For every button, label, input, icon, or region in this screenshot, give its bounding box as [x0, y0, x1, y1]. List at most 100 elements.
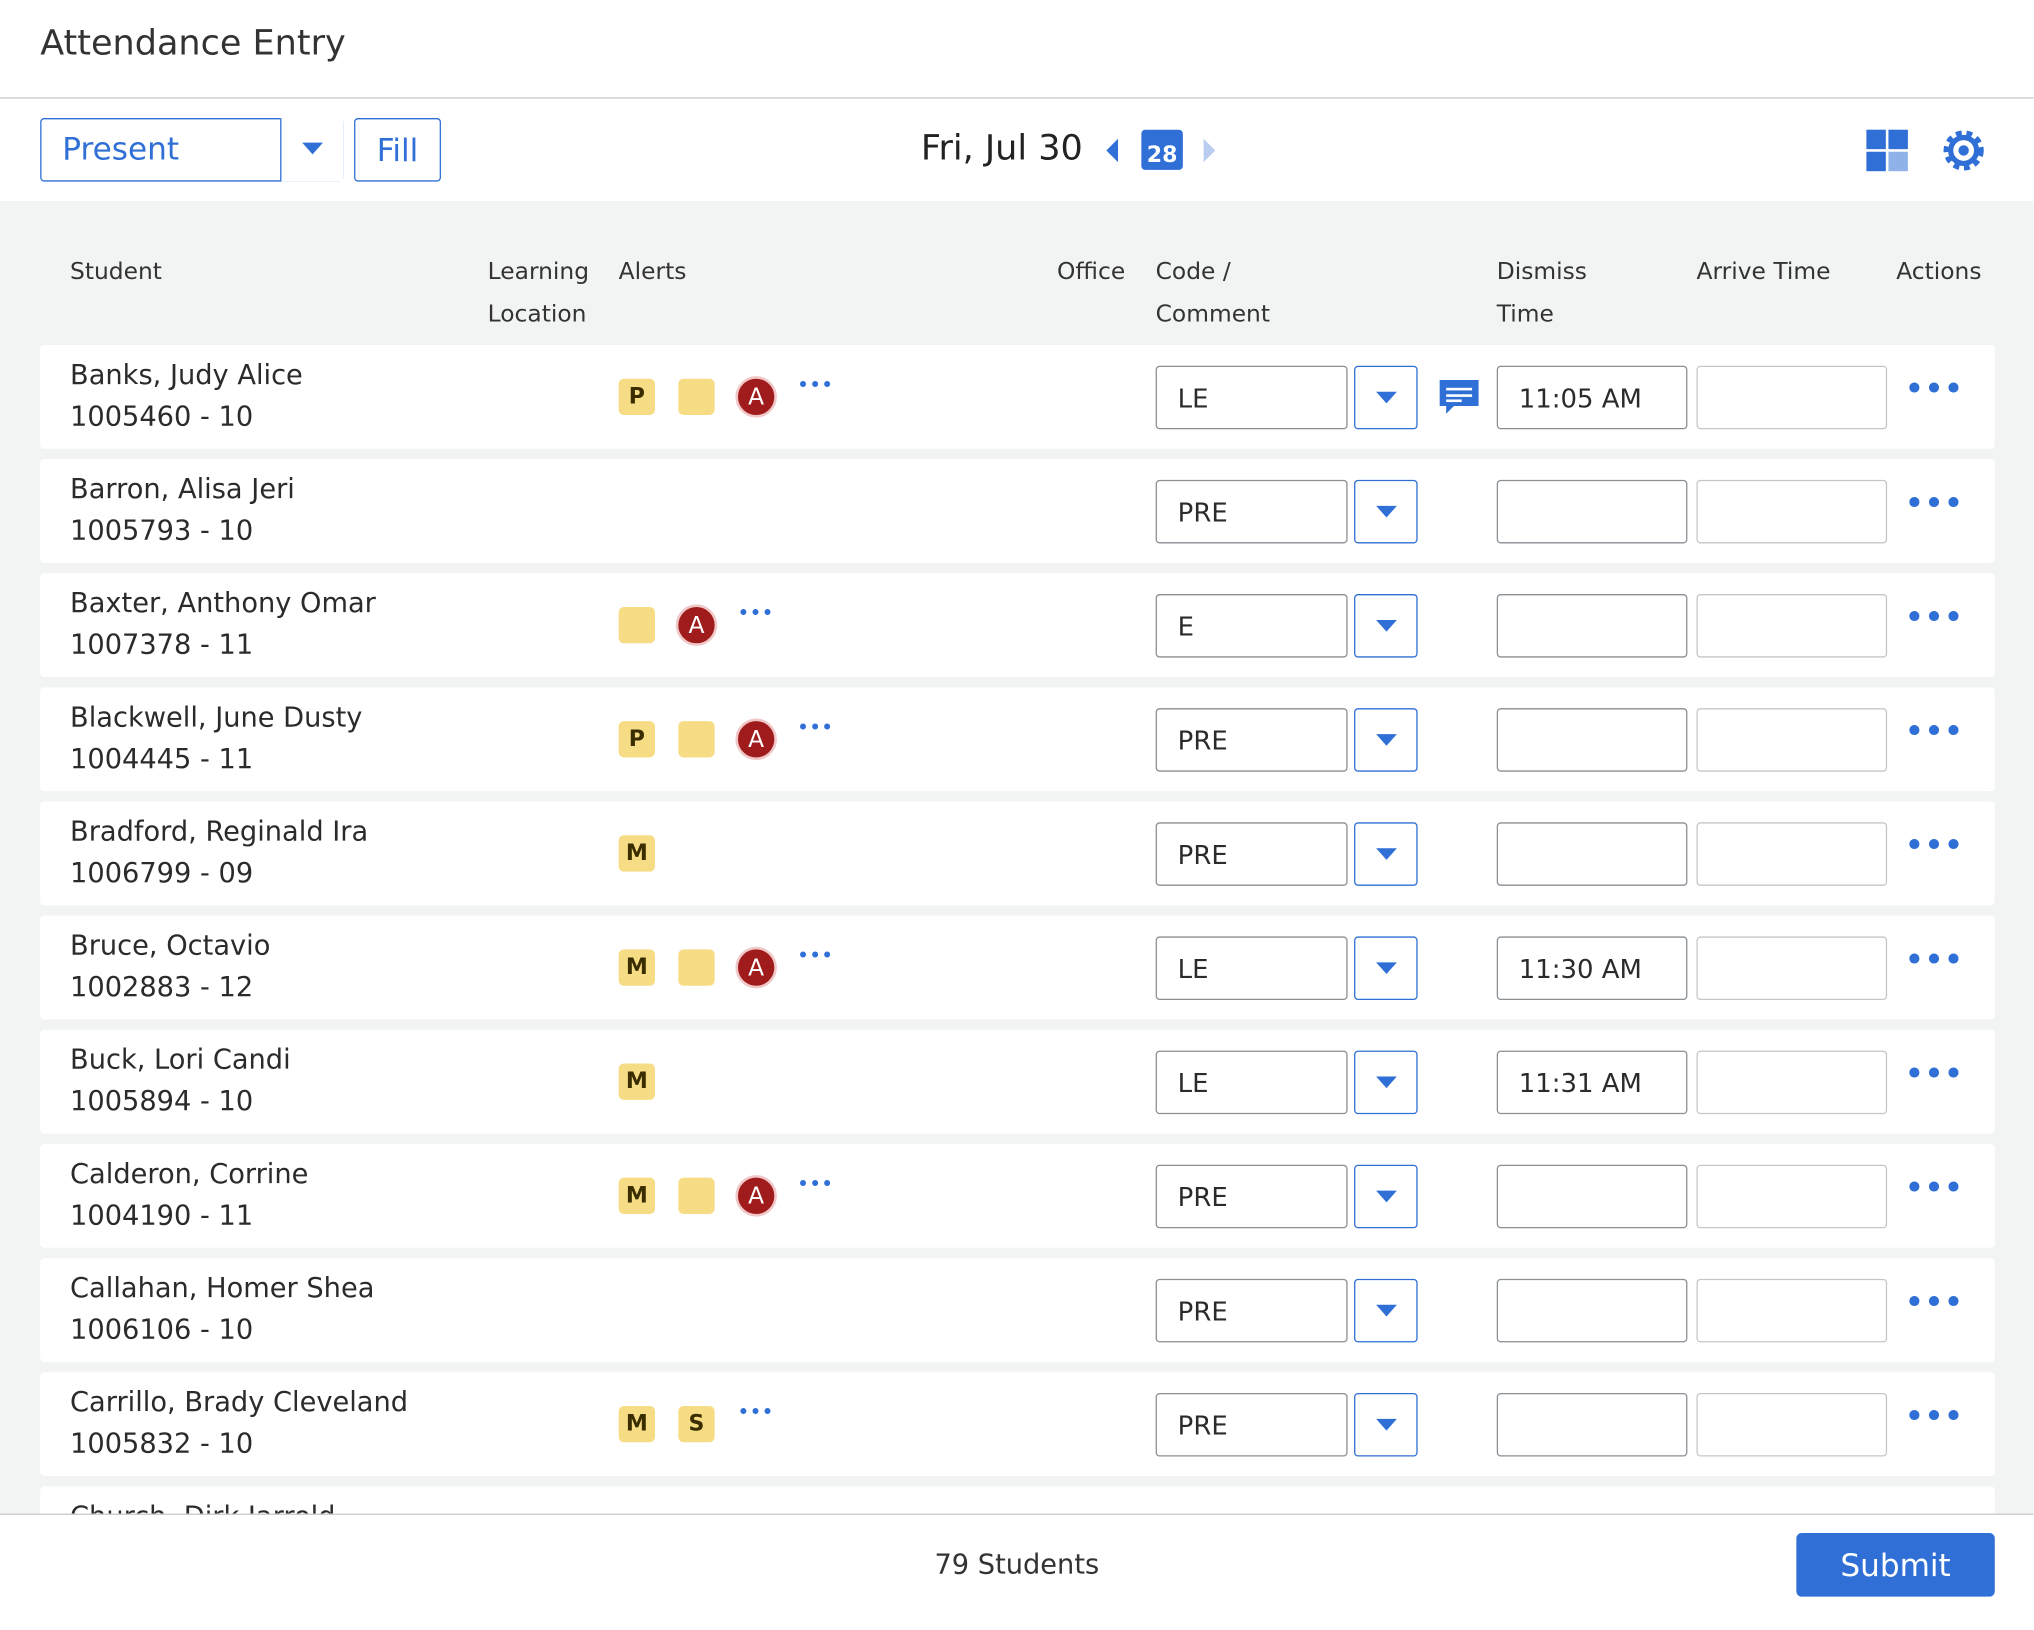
alert-icon[interactable]: A: [735, 1175, 777, 1217]
note-badge[interactable]: [618, 606, 655, 644]
layout-button[interactable]: [1865, 128, 1909, 172]
code-input[interactable]: PRE: [1155, 1278, 1348, 1343]
dismiss-time[interactable]: [1496, 1164, 1688, 1229]
student-count: 79 Students: [934, 1548, 1100, 1580]
arrive-time[interactable]: [1696, 479, 1888, 544]
dismiss-time[interactable]: [1496, 708, 1688, 772]
dismiss-time[interactable]: [1496, 1392, 1688, 1457]
student-row: Baxter, Anthony Omar 1007378 - 11 A ••• E •••: [40, 573, 1995, 678]
code-dropdown[interactable]: [1354, 1392, 1418, 1457]
row-actions[interactable]: •••: [1905, 1172, 1964, 1205]
code-input[interactable]: E: [1155, 594, 1348, 658]
row-actions[interactable]: •••: [1905, 830, 1964, 863]
arrive-time[interactable]: [1696, 1278, 1888, 1343]
alert-badge[interactable]: M: [618, 835, 655, 872]
code-input[interactable]: PRE: [1155, 1164, 1348, 1229]
comment-icon[interactable]: [1438, 379, 1480, 415]
row-actions[interactable]: •••: [1905, 944, 1964, 977]
dismiss-time[interactable]: 11:30 AM: [1496, 936, 1688, 1000]
arrive-time[interactable]: [1696, 708, 1888, 772]
student-id: 1006799 - 09: [70, 857, 254, 889]
row-actions[interactable]: •••: [1905, 601, 1964, 635]
status-dropdown[interactable]: [280, 118, 344, 182]
alert-badge[interactable]: M: [618, 1063, 655, 1100]
student-row: Carrillo, Brady Cleveland 1005832 - 10 M S •…: [40, 1372, 1995, 1476]
alert-badge[interactable]: P: [618, 378, 655, 416]
code-dropdown[interactable]: [1354, 936, 1418, 1000]
column-header: Code / Comment: [1155, 258, 1271, 329]
code-input[interactable]: PRE: [1155, 1392, 1348, 1457]
column-header: Learning Location: [487, 258, 590, 329]
code-input[interactable]: PRE: [1155, 822, 1348, 886]
note-badge[interactable]: [678, 721, 715, 758]
row-actions[interactable]: •••: [1905, 1400, 1964, 1434]
dismiss-time[interactable]: [1496, 594, 1688, 658]
student-row: Bradford, Reginald Ira 1006799 - 09 M PRE ••…: [40, 801, 1995, 906]
alert-icon[interactable]: A: [735, 718, 777, 761]
arrive-time[interactable]: [1696, 822, 1888, 886]
arrive-time[interactable]: [1696, 1164, 1888, 1229]
alert-icon[interactable]: A: [735, 946, 777, 989]
code-dropdown[interactable]: [1354, 365, 1418, 430]
code-dropdown[interactable]: [1354, 1164, 1418, 1229]
code-input[interactable]: LE: [1155, 365, 1348, 430]
more-alerts[interactable]: •••: [797, 376, 834, 396]
student-name: Carrillo, Brady Cleveland: [70, 1386, 409, 1418]
fill-button[interactable]: Fill: [354, 118, 441, 182]
column-header: Office: [1057, 258, 1126, 286]
row-actions[interactable]: •••: [1905, 373, 1964, 406]
alert-badge[interactable]: P: [618, 721, 655, 758]
dismiss-time[interactable]: 11:31 AM: [1496, 1050, 1688, 1115]
alert-icon[interactable]: A: [675, 604, 718, 646]
row-actions[interactable]: •••: [1905, 1058, 1964, 1091]
more-alerts[interactable]: •••: [737, 1403, 775, 1423]
code-input[interactable]: PRE: [1155, 708, 1348, 772]
dismiss-time[interactable]: [1496, 822, 1688, 886]
row-actions[interactable]: •••: [1905, 1286, 1964, 1320]
student-name: Bruce, Octavio: [70, 929, 271, 962]
prev-day[interactable]: [1102, 136, 1120, 165]
status-select[interactable]: Present: [40, 118, 344, 182]
code-input[interactable]: PRE: [1155, 479, 1348, 544]
settings-button[interactable]: [1940, 127, 1987, 174]
arrive-time[interactable]: [1696, 936, 1888, 1000]
code-dropdown[interactable]: [1354, 822, 1418, 886]
next-day[interactable]: [1201, 136, 1219, 165]
dismiss-time[interactable]: 11:05 AM: [1496, 365, 1688, 430]
column-header: Actions: [1896, 258, 1982, 286]
dismiss-time[interactable]: [1496, 1278, 1688, 1343]
note-badge[interactable]: [678, 1177, 715, 1214]
code-dropdown[interactable]: [1354, 708, 1418, 772]
arrive-time[interactable]: [1696, 1050, 1888, 1115]
student-row: Callahan, Homer Shea 1006106 - 10 PRE •••: [40, 1258, 1995, 1362]
comment-glyph: [1439, 380, 1479, 414]
code-dropdown[interactable]: [1354, 479, 1418, 544]
title-bar: Attendance Entry: [0, 0, 2034, 99]
column-header: Arrive Time: [1696, 258, 1831, 286]
row-actions[interactable]: •••: [1905, 715, 1964, 749]
note-badge[interactable]: [678, 949, 715, 986]
alert-icon[interactable]: A: [735, 376, 777, 418]
more-alerts[interactable]: •••: [797, 1175, 834, 1195]
more-alerts[interactable]: •••: [797, 718, 834, 738]
arrive-time[interactable]: [1696, 365, 1888, 430]
arrive-time[interactable]: [1696, 1392, 1888, 1457]
code-dropdown[interactable]: [1354, 594, 1418, 658]
code-dropdown[interactable]: [1354, 1050, 1418, 1115]
code-input[interactable]: LE: [1155, 1050, 1348, 1115]
alert-badge[interactable]: M: [618, 1405, 655, 1443]
row-actions[interactable]: •••: [1905, 487, 1964, 521]
submit-button[interactable]: Submit: [1796, 1533, 1995, 1597]
arrive-time[interactable]: [1696, 594, 1888, 658]
alert-badge[interactable]: M: [618, 949, 655, 986]
code-input[interactable]: LE: [1155, 936, 1348, 1000]
alert-badge[interactable]: M: [618, 1177, 655, 1214]
more-alerts[interactable]: •••: [737, 604, 775, 624]
alert-badge[interactable]: S: [678, 1405, 715, 1443]
student-name: Baxter, Anthony Omar: [70, 587, 376, 619]
note-badge[interactable]: [678, 378, 715, 416]
code-dropdown[interactable]: [1354, 1278, 1418, 1343]
calendar-button[interactable]: 28: [1141, 129, 1183, 170]
more-alerts[interactable]: •••: [797, 946, 834, 967]
dismiss-time[interactable]: [1496, 479, 1688, 544]
